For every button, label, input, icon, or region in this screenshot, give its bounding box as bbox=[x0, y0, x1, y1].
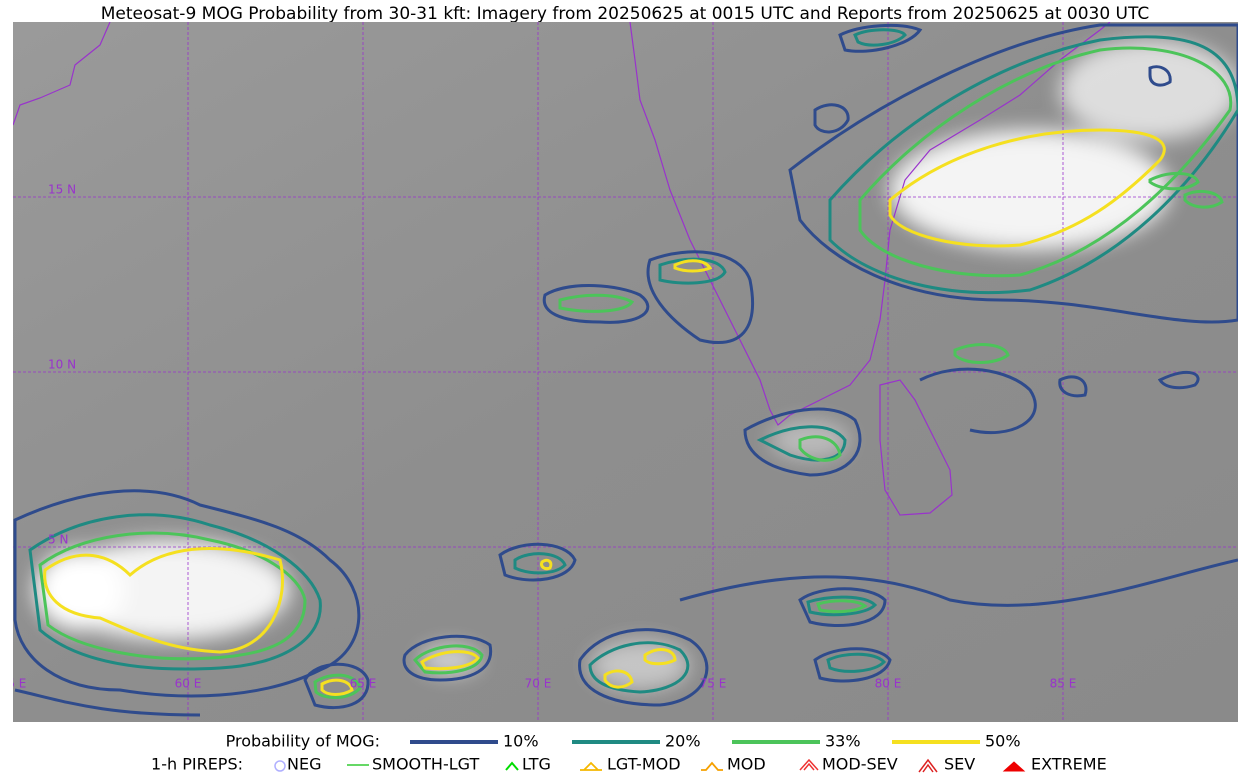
legend-label: EXTREME bbox=[1031, 755, 1107, 774]
longitude-label: 60 E bbox=[175, 677, 202, 691]
legend-label: 10% bbox=[503, 732, 539, 751]
latitude-label: 10 N bbox=[48, 358, 76, 372]
title: Meteosat-9 MOG Probability from 30-31 kf… bbox=[101, 4, 1150, 24]
legend-icon bbox=[505, 761, 519, 771]
legend-icon bbox=[1002, 761, 1026, 772]
legend-icon bbox=[799, 758, 819, 771]
legend-label: 20% bbox=[665, 732, 701, 751]
legend-label: MOD bbox=[727, 755, 766, 774]
legend-title: 1-h PIREPS: bbox=[151, 755, 243, 774]
legend-title: Probability of MOG: bbox=[226, 732, 380, 751]
legend-label: NEG bbox=[287, 755, 321, 774]
legend-label: 33% bbox=[825, 732, 861, 751]
map: 15 N 10 N 5 N 55 E 60 E 65 E 70 E 75 E 80 E 85 E bbox=[0, 22, 1238, 722]
longitude-label: 55 E bbox=[0, 677, 26, 691]
legend-label: SEV bbox=[944, 755, 975, 774]
grid-labels: 15 N 10 N 5 N 55 E 60 E 65 E 70 E 75 E 80 E 85 E bbox=[0, 183, 1077, 691]
legend-icon bbox=[701, 761, 723, 771]
latitude-label: 15 N bbox=[48, 183, 76, 197]
grid bbox=[13, 22, 1238, 722]
legend-label: MOD-SEV bbox=[822, 755, 898, 774]
legend-icon bbox=[580, 761, 602, 771]
longitude-label: 80 E bbox=[875, 677, 902, 691]
legend-label: LGT-MOD bbox=[607, 755, 681, 774]
legend: Probability of MOG: 10% 20% 33% 50% 1-h PIREP… bbox=[151, 732, 1107, 774]
latitude-label: 5 N bbox=[48, 533, 68, 547]
legend-icon bbox=[918, 758, 938, 773]
longitude-label: 75 E bbox=[700, 677, 727, 691]
legend-icon bbox=[274, 760, 286, 772]
longitude-label: 65 E bbox=[350, 677, 377, 691]
legend-label: SMOOTH-LGT bbox=[372, 755, 479, 774]
longitude-label: 70 E bbox=[525, 677, 552, 691]
legend-label: LTG bbox=[522, 755, 551, 774]
longitude-label: 85 E bbox=[1050, 677, 1077, 691]
legend-label: 50% bbox=[985, 732, 1021, 751]
mog-contours bbox=[13, 23, 1238, 717]
coastlines bbox=[13, 22, 1111, 516]
